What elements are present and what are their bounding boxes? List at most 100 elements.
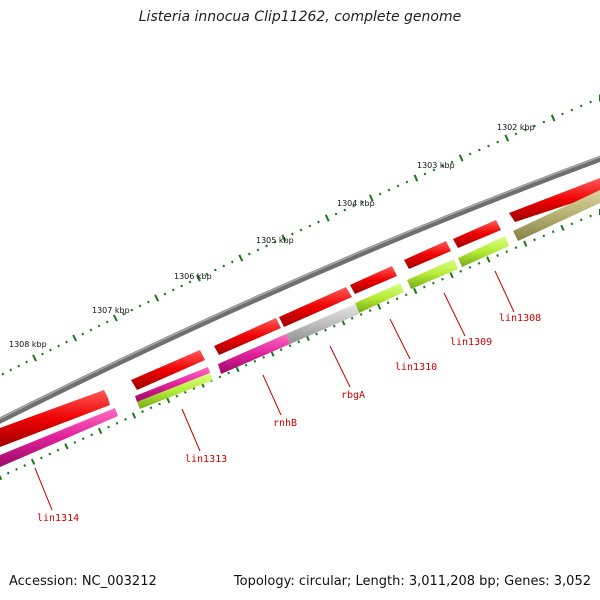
minor-tick <box>343 208 347 212</box>
minor-tick <box>265 244 268 248</box>
kbp-labels: 1302 kbp 1303 kbp 1304 kbp 1305 kbp 1306… <box>9 123 535 349</box>
minor-tick <box>262 355 266 359</box>
minor-tick <box>299 228 303 232</box>
minor-tick <box>218 375 222 379</box>
feature-bar-gray[interactable] <box>286 304 359 344</box>
major-tick <box>131 412 137 419</box>
minor-tick <box>40 456 43 460</box>
minor-tick <box>361 200 364 204</box>
minor-tick <box>256 248 260 252</box>
minor-tick <box>171 288 175 292</box>
minor-tick <box>247 252 251 256</box>
gene-label[interactable]: lin1308 <box>499 313 541 324</box>
minor-tick <box>459 269 463 273</box>
cds-arrow[interactable] <box>131 350 205 390</box>
map-title: Listeria innocua Clip11262, complete gen… <box>138 9 462 25</box>
major-tick <box>560 224 565 231</box>
feature-bar-magenta[interactable] <box>218 334 290 374</box>
minor-tick <box>533 238 536 242</box>
cds-arrow[interactable] <box>453 220 501 248</box>
minor-tick <box>158 402 161 406</box>
accession-text: Accession: NC_003212 <box>9 574 157 589</box>
minor-tick <box>533 124 536 128</box>
feature-bar-lime[interactable] <box>458 236 509 267</box>
major-tick <box>324 214 330 222</box>
gene-label[interactable]: rbgA <box>341 390 365 401</box>
cds-arrow[interactable] <box>0 390 110 447</box>
minor-tick <box>23 464 27 467</box>
cds-arrow[interactable] <box>509 178 600 222</box>
minor-tick <box>386 301 390 305</box>
cds-arrow[interactable] <box>279 287 352 327</box>
major-tick <box>165 396 171 404</box>
feature-bar-olive[interactable] <box>513 190 600 241</box>
minor-tick <box>183 390 187 394</box>
major-tick <box>72 334 78 342</box>
major-tick <box>458 154 464 162</box>
feature-bar-lime[interactable] <box>137 373 213 409</box>
kbp-label: 1307 kbp <box>92 306 130 315</box>
feature-bar-magenta[interactable] <box>0 408 118 467</box>
minor-tick <box>115 421 119 425</box>
cds-track <box>0 178 600 447</box>
minor-tick <box>551 230 555 234</box>
major-tick <box>32 354 37 362</box>
minor-tick <box>253 359 257 363</box>
kbp-label: 1303 kbp <box>417 161 455 170</box>
minor-tick <box>561 112 564 116</box>
feature-bar-lime[interactable] <box>355 283 404 313</box>
minor-tick <box>122 312 125 316</box>
minor-tick <box>496 254 499 257</box>
minor-tick <box>514 132 518 136</box>
major-tick <box>550 114 556 122</box>
cds-arrow[interactable] <box>214 318 281 355</box>
minor-tick <box>279 348 283 352</box>
minor-tick <box>332 324 336 328</box>
minor-tick <box>297 340 301 344</box>
minor-tick <box>542 120 546 124</box>
minor-tick <box>477 148 481 152</box>
cds-arrow[interactable] <box>350 266 397 294</box>
major-tick <box>368 194 374 202</box>
major-tick <box>64 443 69 450</box>
minor-tick <box>97 324 101 328</box>
major-tick <box>486 256 491 263</box>
minor-tick <box>570 108 574 112</box>
minor-tick <box>579 104 583 108</box>
minor-tick <box>89 328 93 332</box>
minor-tick <box>57 344 60 348</box>
minor-tick <box>468 152 472 156</box>
gene-label[interactable]: lin1313 <box>185 454 227 465</box>
cds-arrow[interactable] <box>404 241 451 269</box>
minor-tick <box>273 240 277 244</box>
gene-label[interactable]: rnhB <box>273 418 297 429</box>
minor-tick <box>213 268 217 272</box>
kbp-label: 1305 kbp <box>256 236 294 245</box>
gene-label[interactable]: lin1314 <box>37 513 79 524</box>
gene-label[interactable]: lin1309 <box>450 337 492 348</box>
minor-tick <box>324 328 327 332</box>
kbp-label: 1306 kbp <box>174 272 212 281</box>
minor-tick <box>505 250 509 254</box>
genome-backbone <box>0 155 600 424</box>
minor-tick <box>308 224 312 228</box>
major-tick <box>238 254 244 262</box>
feature-track <box>0 190 600 467</box>
minor-tick <box>163 292 167 296</box>
minor-tick <box>579 218 583 222</box>
minor-tick <box>317 220 320 224</box>
minor-tick <box>441 277 444 281</box>
feature-bar-lime[interactable] <box>407 259 458 289</box>
minor-tick <box>138 304 142 308</box>
minor-tick <box>149 406 153 410</box>
minor-tick <box>141 410 144 414</box>
minor-tick <box>432 168 436 172</box>
minor-tick <box>17 364 21 368</box>
major-tick <box>504 134 510 142</box>
minor-tick <box>192 387 196 390</box>
minor-tick <box>523 128 527 132</box>
gene-label[interactable]: lin1310 <box>395 362 437 373</box>
kbp-label: 1308 kbp <box>9 340 47 349</box>
feature-bar-magenta[interactable] <box>135 367 210 402</box>
minor-tick <box>542 234 546 238</box>
